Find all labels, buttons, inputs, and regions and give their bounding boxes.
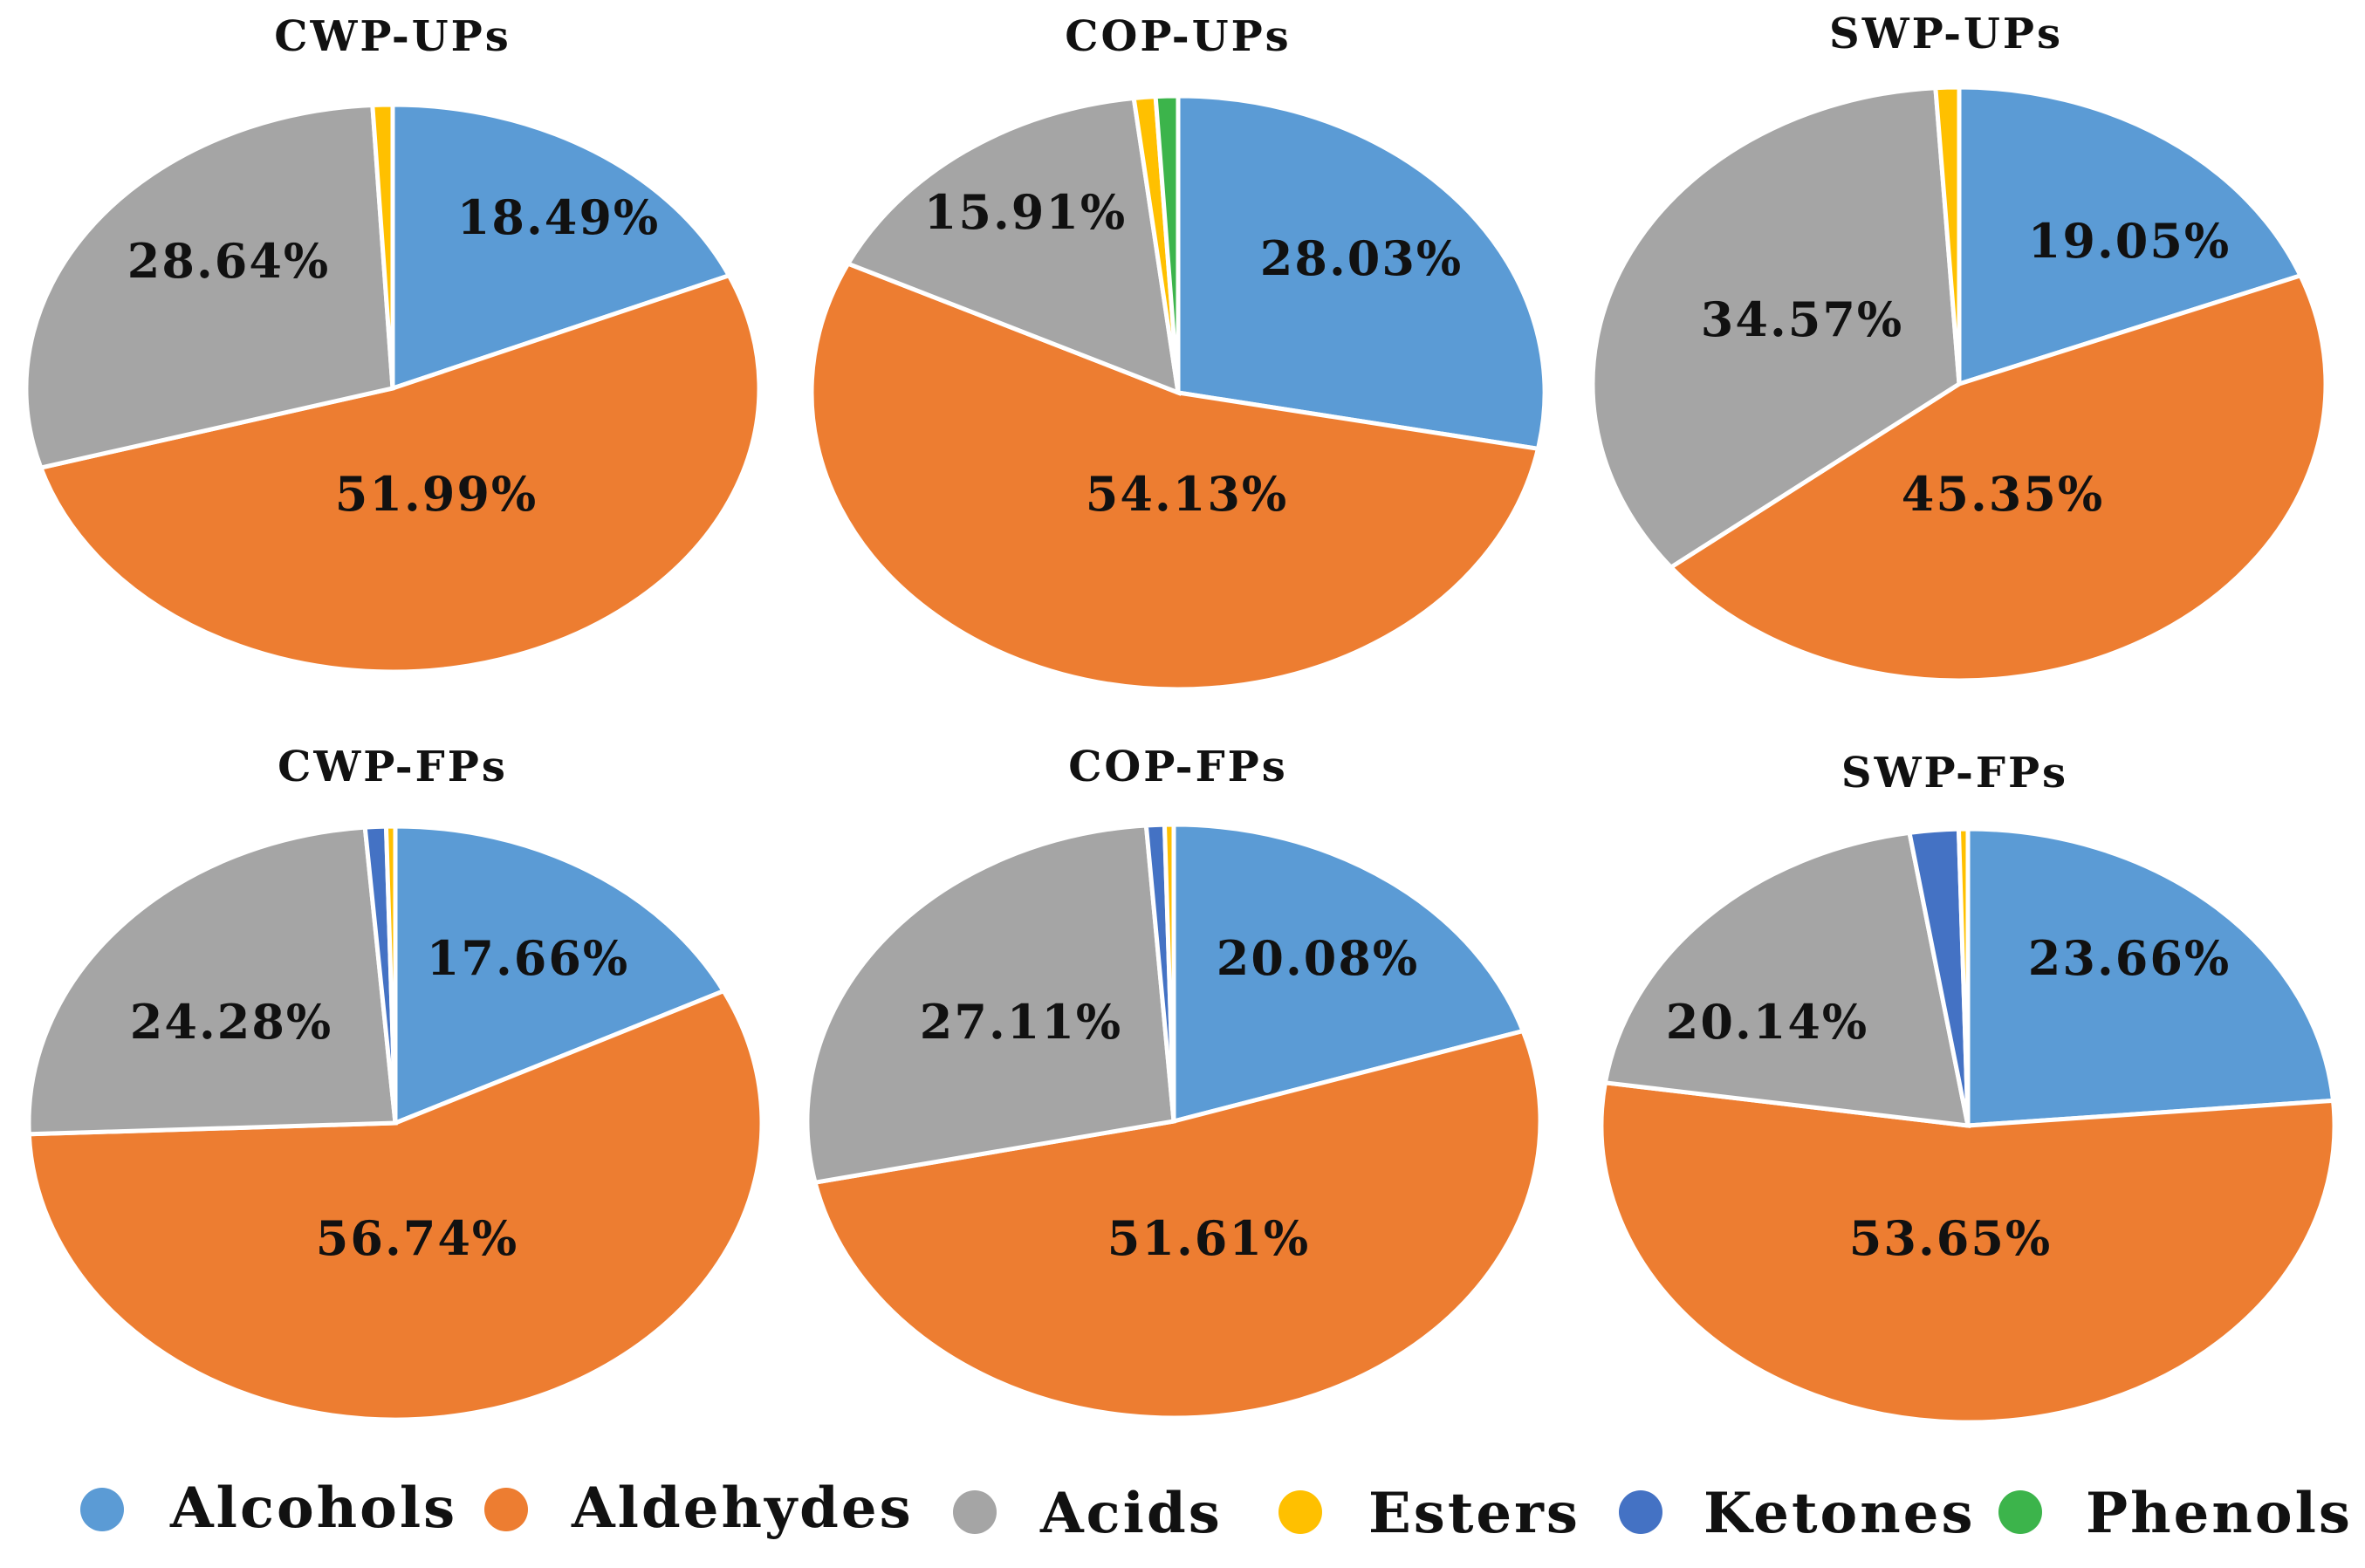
data-label-swp-ups-acids: 34.57%	[1701, 291, 1903, 347]
data-label-cwp-fps-acids: 24.28%	[130, 994, 332, 1050]
data-label-cop-fps-aldehydes: 51.61%	[1107, 1210, 1310, 1266]
legend-label-aldehydes: Aldehydes	[571, 1476, 914, 1541]
pie-chart-cop-fps: COP-FPs 20.08% 51.61% 27.11%	[805, 743, 1543, 1421]
legend-marker-phenols	[1998, 1490, 2042, 1534]
data-label-swp-ups-aldehydes: 45.35%	[1902, 466, 2104, 522]
pie-title-swp-ups: SWP-UPs	[1829, 10, 2063, 58]
legend-item-acids: Acids	[953, 1481, 1223, 1546]
pie-slice-swp-ups-alcohols	[1957, 85, 2304, 387]
data-label-swp-fps-aldehydes: 53.65%	[1849, 1210, 2052, 1266]
pie-chart-cwp-ups: CWP-UPs 18.49% 51.99% 28.64%	[24, 12, 762, 674]
pie-chart-swp-ups: SWP-UPs 19.05% 45.35% 34.57%	[1590, 10, 2328, 683]
data-label-cop-fps-alcohols: 20.08%	[1217, 930, 1419, 986]
pie-chart-cwp-fps: CWP-FPs 17.66% 56.74% 24.28%	[26, 743, 764, 1422]
pie-title-cop-fps: COP-FPs	[1068, 743, 1288, 791]
data-label-cwp-ups-aldehydes: 51.99%	[335, 466, 538, 522]
pie-slice-cwp-ups-alcohols	[390, 102, 733, 392]
pie-slice-swp-fps-aldehydes	[1599, 1080, 2337, 1425]
data-label-cop-ups-alcohols: 28.03%	[1260, 230, 1463, 286]
legend-item-aldehydes: Aldehydes	[484, 1476, 914, 1541]
pie-slice-cop-ups-aldehydes	[809, 261, 1541, 692]
pie-slice-cwp-ups-aldehydes	[38, 272, 762, 674]
pie-slice-cop-fps-alcohols	[1171, 822, 1526, 1125]
pie-slice-cop-fps-acids	[805, 823, 1176, 1186]
pie-slice-cwp-fps-acids	[26, 825, 398, 1137]
pie-slice-cop-ups-acids	[845, 95, 1182, 396]
legend-label-acids: Acids	[1039, 1481, 1223, 1546]
pie-slice-cwp-ups-acids	[24, 102, 395, 470]
data-label-swp-fps-acids: 20.14%	[1666, 994, 1868, 1050]
pie-title-cwp-ups: CWP-UPs	[274, 12, 511, 61]
data-label-swp-fps-alcohols: 23.66%	[2028, 930, 2231, 986]
legend-marker-ketones	[1619, 1490, 1662, 1534]
pie-slice-cwp-ups-esters	[370, 102, 395, 389]
legend-item-esters: Esters	[1278, 1481, 1580, 1546]
pie-chart-swp-fps: SWP-FPs 23.66% 53.65% 20.14%	[1599, 749, 2337, 1425]
legend-marker-alcohols	[80, 1488, 124, 1531]
legend-marker-aldehydes	[484, 1488, 528, 1531]
pie-title-swp-fps: SWP-FPs	[1841, 749, 2068, 798]
legend-marker-acids	[953, 1490, 997, 1534]
data-label-cop-ups-aldehydes: 54.13%	[1086, 466, 1288, 522]
pie-title-cop-ups: COP-UPs	[1065, 12, 1291, 61]
pie-slice-swp-fps-esters	[1956, 826, 1971, 1126]
pie-slice-cop-ups-phenols	[1153, 93, 1181, 394]
legend-item-alcohols: Alcohols	[80, 1476, 457, 1541]
legend-label-ketones: Ketones	[1703, 1481, 1975, 1546]
pie-chart-cop-ups: COP-UPs 28.03% 54.13% 15.91%	[809, 12, 1547, 692]
pie-slice-swp-ups-esters	[1933, 85, 1962, 385]
pie-slice-swp-fps-alcohols	[1965, 826, 2336, 1128]
pie-slice-cop-ups-alcohols	[1176, 93, 1547, 452]
legend-label-alcohols: Alcohols	[169, 1476, 457, 1541]
data-label-cwp-fps-alcohols: 17.66%	[427, 930, 629, 986]
pie-slice-cwp-fps-esters	[383, 824, 398, 1124]
legend: Alcohols Aldehydes Acids Esters Ketones …	[80, 1476, 2353, 1546]
legend-item-phenols: Phenols	[1998, 1481, 2353, 1546]
pie-slice-cwp-fps-aldehydes	[26, 988, 764, 1422]
legend-label-phenols: Phenols	[2086, 1481, 2353, 1546]
pie-slice-swp-fps-acids	[1602, 830, 1971, 1128]
pie-slice-cop-fps-esters	[1162, 822, 1176, 1122]
legend-item-ketones: Ketones	[1619, 1481, 1975, 1546]
data-label-cop-ups-acids: 15.91%	[924, 184, 1127, 240]
data-label-cwp-fps-aldehydes: 56.74%	[316, 1210, 518, 1266]
legend-marker-esters	[1278, 1490, 1322, 1534]
pie-title-cwp-fps: CWP-FPs	[278, 743, 508, 791]
data-label-swp-ups-alcohols: 19.05%	[2028, 213, 2231, 269]
data-label-cwp-ups-alcohols: 18.49%	[457, 189, 660, 245]
data-label-cop-fps-acids: 27.11%	[920, 994, 1122, 1050]
data-label-cwp-ups-acids: 28.64%	[127, 233, 330, 289]
pie-slice-cop-fps-aldehydes	[812, 1028, 1543, 1421]
pie-slice-swp-ups-aldehydes	[1667, 272, 2328, 683]
legend-label-esters: Esters	[1368, 1481, 1580, 1546]
pie-slice-swp-ups-acids	[1590, 86, 1962, 571]
pie-slice-cwp-fps-alcohols	[393, 824, 727, 1126]
